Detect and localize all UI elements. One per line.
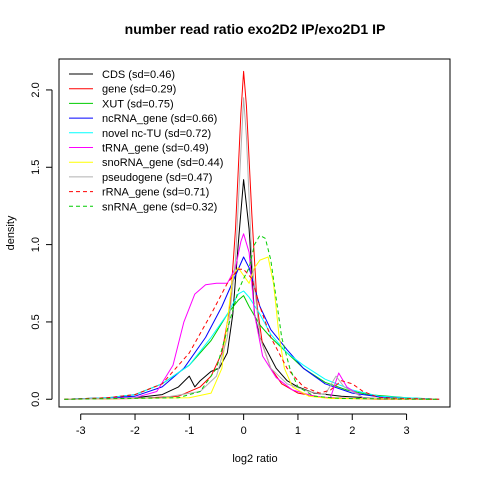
series-layer	[64, 70, 440, 400]
legend-label-rrna-gene: rRNA_gene (sd=0.71)	[102, 187, 209, 199]
y-axis-label: density	[5, 215, 17, 250]
legend-label-trna-gene: tRNA_gene (sd=0.49)	[102, 143, 209, 155]
y-tick-label: 0.0	[30, 392, 42, 407]
chart-title: number read ratio exo2D2 IP/exo2D1 IP	[125, 21, 386, 37]
plot-frame	[58, 58, 451, 408]
series-line-snrna-gene	[64, 234, 440, 400]
y-tick-label: 1.0	[30, 237, 42, 252]
series-line-ncrna-gene	[64, 256, 440, 400]
series-line-gene	[64, 70, 440, 400]
legend-label-gene: gene (sd=0.29)	[102, 84, 176, 96]
legend-label-snrna-gene: snRNA_gene (sd=0.32)	[102, 201, 217, 213]
legend-label-snorna-gene: snoRNA_gene (sd=0.44)	[102, 157, 223, 169]
y-tick-label: 2.0	[30, 82, 42, 97]
x-tick-label: 2	[349, 425, 355, 437]
x-tick-label: -1	[184, 425, 194, 437]
legend-label-ncrna-gene: ncRNA_gene (sd=0.66)	[102, 113, 217, 125]
x-tick-label: -2	[130, 425, 140, 437]
series-line-trna-gene	[64, 233, 440, 400]
x-tick-label: -3	[76, 425, 86, 437]
x-axis-label: log2 ratio	[232, 453, 277, 465]
legend: CDS (sd=0.46) gene (sd=0.29) XUT (sd=0.75)…	[69, 69, 223, 213]
y-axis: 0.0 0.5 1.0 1.5 2.0	[30, 82, 53, 407]
x-tick-label: 3	[403, 425, 409, 437]
series-line-snorna-gene	[64, 256, 440, 400]
x-tick-label: 0	[241, 425, 247, 437]
legend-label-novel-nc-tu: novel nc-TU (sd=0.72)	[102, 128, 211, 140]
series-line-pseudogene	[64, 97, 440, 400]
legend-label-pseudogene: pseudogene (sd=0.47)	[102, 172, 212, 184]
y-tick-label: 0.5	[30, 314, 42, 329]
series-line-rrna-gene	[64, 268, 440, 400]
legend-label-xut: XUT (sd=0.75)	[102, 98, 174, 110]
x-axis: -3 -2 -1 0 1 2 3	[76, 413, 410, 437]
x-tick-label: 1	[295, 425, 301, 437]
legend-label-cds: CDS (sd=0.46)	[102, 69, 175, 81]
y-tick-label: 1.5	[30, 160, 42, 175]
